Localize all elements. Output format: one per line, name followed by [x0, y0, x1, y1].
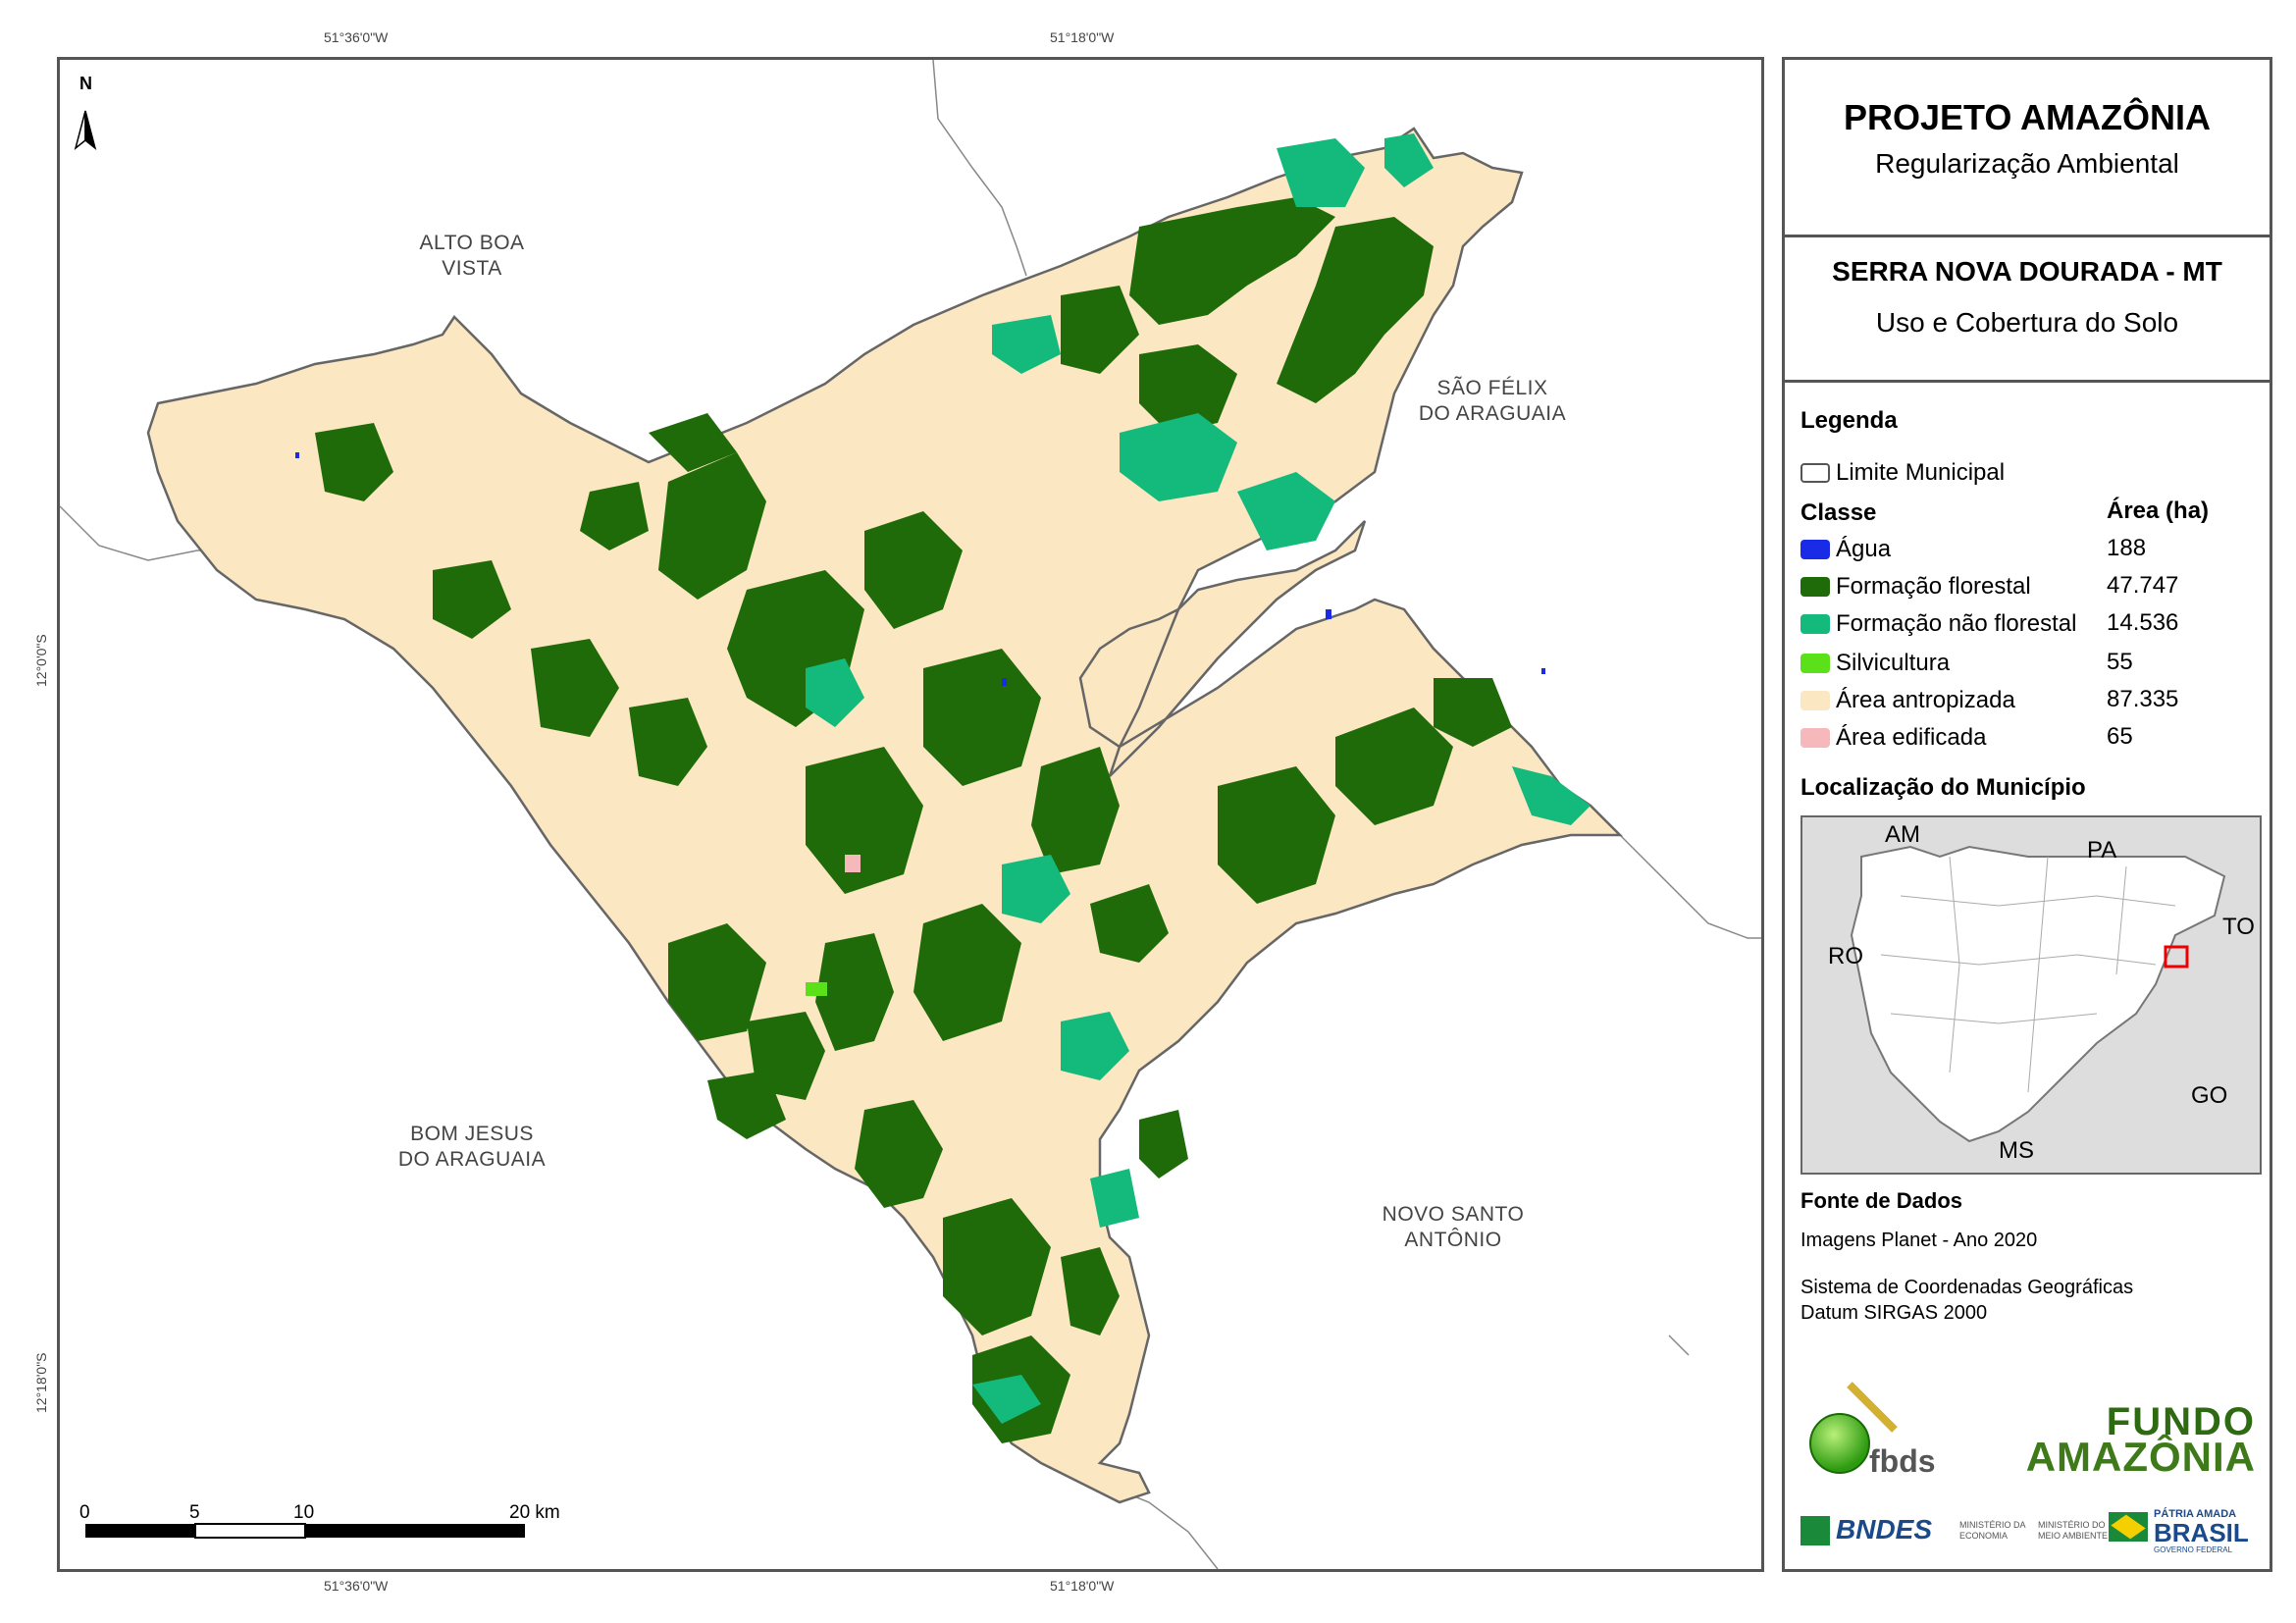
north-arrow-icon: [74, 110, 97, 151]
silvicultura-swatch: [1800, 654, 1830, 673]
neighbor-alto-boa-vista: ALTO BOA VISTA: [419, 232, 525, 280]
municipality-map: [60, 60, 1761, 1569]
value-agua: 188: [2107, 535, 2147, 561]
coord-top-left: 51°36'0"W: [324, 29, 389, 45]
coord-left-bottom: 12°18'0"S: [33, 1352, 49, 1413]
brazil-flag-icon: [2109, 1512, 2148, 1542]
mato-grosso-shape: [1850, 845, 2226, 1143]
gov-brasil-logo: PÁTRIA AMADA BRASIL GOVERNO FEDERAL: [2109, 1508, 2256, 1557]
location-marker: [2164, 945, 2189, 969]
state-am: AM: [1885, 821, 1920, 848]
edificada-swatch: [1800, 728, 1830, 748]
min-economia-logo: MINISTÉRIO DA ECONOMIA: [1959, 1520, 2026, 1541]
title-block: PROJETO AMAZÔNIA Regularização Ambiental: [1785, 97, 2270, 180]
neighbor-novo-santo: NOVO SANTO ANTÔNIO: [1382, 1203, 1525, 1251]
map-frame[interactable]: N ALTO BOA VISTA SÃO FÉLIX DO ARAGUAIA BOM…: [57, 57, 1764, 1572]
scale-label-5: 5: [189, 1502, 200, 1523]
coord-top-right: 51°18'0"W: [1050, 29, 1115, 45]
silvicultura-patch: [806, 982, 827, 996]
state-to: TO: [2222, 914, 2255, 940]
legend-row-silvicultura: Silvicultura: [1800, 649, 1950, 678]
legend-row-antropizada: Área antropizada: [1800, 686, 2015, 715]
municipality-block: SERRA NOVA DOURADA - MT Uso e Cobertura …: [1785, 256, 2270, 339]
separator: [1785, 235, 2270, 237]
legend-boundary: Limite Municipal: [1800, 458, 2005, 488]
nao-florestal-swatch: [1800, 614, 1830, 634]
area-header: Área (ha): [2107, 497, 2210, 524]
neighbor-bom-jesus: BOM JESUS DO ARAGUAIA: [397, 1123, 547, 1171]
fbds-logo-icon: [1809, 1382, 1898, 1474]
bndes-logo: BNDES: [1800, 1512, 1938, 1551]
value-nao-florestal: 14.536: [2107, 609, 2179, 636]
state-pa: PA: [2087, 837, 2117, 864]
source-title: Fonte de Dados: [1800, 1188, 1963, 1213]
theme-title: Uso e Cobertura do Solo: [1875, 307, 2179, 338]
agua-swatch: [1800, 540, 1830, 559]
nonforest-patches: [806, 133, 1591, 1424]
project-subtitle: Regularização Ambiental: [1875, 148, 2179, 179]
legend-row-nao-florestal: Formação não florestal: [1800, 609, 2076, 639]
location-inset[interactable]: AM PA TO RO GO MS: [1800, 815, 2262, 1175]
neighbor-sao-felix: SÃO FÉLIX DO ARAGUAIA: [1418, 377, 1567, 425]
municipality-title: SERRA NOVA DOURADA - MT: [1832, 256, 2222, 287]
legend-row-edificada: Área edificada: [1800, 723, 1986, 753]
legend-title: Legenda: [1800, 407, 1898, 434]
project-title: PROJETO AMAZÔNIA: [1843, 97, 2212, 137]
scale-bar: [85, 1523, 525, 1539]
coord-bottom-left: 51°36'0"W: [324, 1578, 389, 1594]
antropizada-swatch: [1800, 691, 1830, 710]
location-title: Localização do Município: [1800, 774, 2086, 801]
separator: [1785, 380, 2270, 383]
north-label: N: [79, 74, 92, 93]
fbds-logo: fbds: [1800, 1375, 1967, 1483]
mt-inset-map: [1850, 845, 2226, 1143]
scale-label-10: 10: [293, 1502, 315, 1523]
water-patches: [295, 452, 1545, 686]
scale-label-20: 20 km: [509, 1502, 560, 1523]
state-ro: RO: [1828, 943, 1863, 969]
source-line-1: Imagens Planet - Ano 2020: [1800, 1230, 2038, 1251]
legend-row-florestal: Formação florestal: [1800, 572, 2031, 602]
value-silvicultura: 55: [2107, 649, 2133, 675]
value-edificada: 65: [2107, 723, 2133, 750]
value-florestal: 47.747: [2107, 572, 2179, 599]
source-line-3: Datum SIRGAS 2000: [1800, 1302, 1988, 1324]
source-line-2: Sistema de Coordenadas Geográficas: [1800, 1277, 2134, 1298]
class-header: Classe: [1800, 499, 1877, 526]
legend-row-agua: Água: [1800, 535, 1891, 564]
state-go: GO: [2191, 1082, 2228, 1109]
coord-bottom-right: 51°18'0"W: [1050, 1578, 1115, 1594]
edificada-patch: [845, 855, 861, 872]
min-meio-ambiente-logo: MINISTÉRIO DO MEIO AMBIENTE: [2038, 1520, 2109, 1541]
value-antropizada: 87.335: [2107, 686, 2179, 712]
coord-left-top: 12°0'0"S: [33, 634, 49, 687]
state-ms: MS: [1999, 1137, 2034, 1164]
fundo-amazonia-logo: FUNDO AMAZÔNIA: [2025, 1400, 2256, 1480]
florestal-swatch: [1800, 577, 1830, 597]
legend-panel: PROJETO AMAZÔNIA Regularização Ambiental…: [1782, 57, 2272, 1572]
bndes-mark-icon: [1800, 1516, 1830, 1545]
scale-label-0: 0: [79, 1502, 90, 1523]
boundary-swatch: [1800, 463, 1830, 483]
